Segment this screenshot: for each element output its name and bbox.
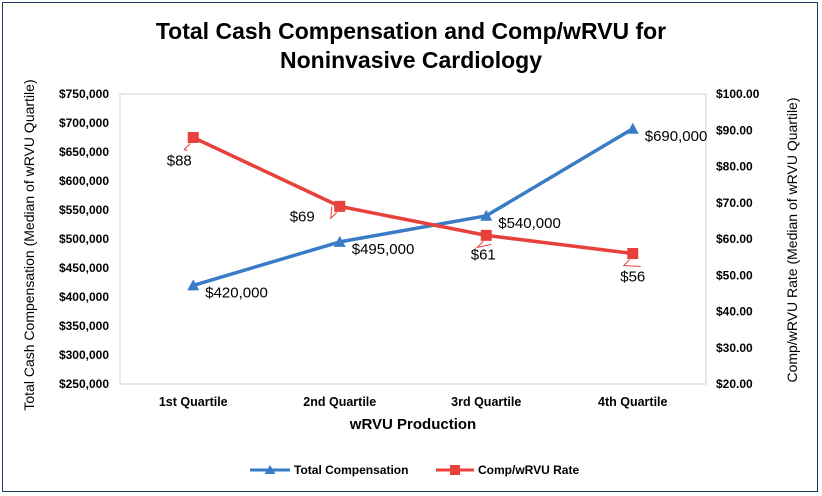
y-right-tick-label: $90.00	[716, 123, 753, 137]
y-left-tick-label: $700,000	[59, 116, 109, 130]
data-label-total-compensation: $540,000	[498, 215, 561, 232]
y-axis-left-title: Total Cash Compensation (Median of wRVU …	[21, 79, 37, 410]
x-category-label: 3rd Quartile	[451, 395, 521, 409]
legend-item-comp-wrvu-rate[interactable]: Comp/wRVU Rate	[436, 463, 579, 477]
data-point-total-compensation	[480, 209, 493, 221]
y-left-tick-label: $600,000	[59, 174, 109, 188]
x-category-label: 1st Quartile	[159, 395, 228, 409]
y-left-tick-label: $350,000	[59, 319, 109, 333]
data-label-total-compensation: $495,000	[352, 241, 415, 258]
data-point-total-compensation	[626, 122, 639, 134]
legend: Total Compensation Comp/wRVU Rate	[250, 463, 579, 477]
data-label-comp-wrvu-rate: $61	[471, 246, 496, 263]
y-left-tick-label: $400,000	[59, 290, 109, 304]
data-label-comp-wrvu-rate: $88	[167, 153, 192, 170]
x-axis-title: wRVU Production	[349, 416, 476, 433]
legend-item-total-compensation[interactable]: Total Compensation	[250, 463, 408, 477]
leader-line-comp-wrvu-rate	[330, 206, 338, 220]
data-label-comp-wrvu-rate: $69	[290, 208, 315, 225]
y-right-tick-label: $30.00	[716, 341, 753, 355]
legend-label-comp-wrvu-rate: Comp/wRVU Rate	[478, 463, 579, 477]
y-right-tick-label: $70.00	[716, 196, 753, 210]
data-point-comp-wrvu-rate	[187, 132, 199, 143]
plot-area-border	[119, 93, 707, 385]
data-point-total-compensation	[187, 279, 200, 291]
y-axis-right-title: Comp/wRVU Rate (Median of wRVU Quartile)	[784, 97, 800, 382]
y-right-tick-label: $50.00	[716, 268, 753, 282]
data-point-comp-wrvu-rate	[627, 248, 639, 259]
y-right-tick-label: $100.00	[716, 87, 760, 101]
axes-layer: $250,000 $300,000 $350,000 $400,000 $450,000…	[59, 87, 760, 409]
data-point-comp-wrvu-rate	[480, 229, 492, 241]
leader-line-comp-wrvu-rate	[475, 241, 492, 249]
x-category-label: 2nd Quartile	[303, 395, 376, 409]
y-right-tick-label: $20.00	[716, 377, 753, 391]
leader-line-comp-wrvu-rate	[183, 143, 191, 151]
y-left-tick-label: $250,000	[59, 377, 109, 391]
y-right-tick-label: $80.00	[716, 160, 753, 174]
data-label-total-compensation: $690,000	[645, 128, 708, 145]
y-left-tick-label: $550,000	[59, 203, 109, 217]
data-label-total-compensation: $420,000	[205, 284, 268, 301]
y-left-tick-label: $300,000	[59, 348, 109, 362]
x-category-label: 4th Quartile	[598, 395, 668, 409]
data-label-layer: $420,000 $495,000 $540,000 $690,000 $88 $69 $6…	[167, 128, 708, 302]
y-left-tick-label: $650,000	[59, 145, 109, 159]
legend-label-total-compensation: Total Compensation	[294, 463, 408, 477]
series-line-comp-wrvu-rate	[192, 135, 633, 256]
y-left-tick-label: $750,000	[59, 87, 109, 101]
leader-line-comp-wrvu-rate	[622, 259, 641, 267]
y-left-tick-label: $500,000	[59, 232, 109, 246]
data-point-comp-wrvu-rate	[334, 200, 346, 212]
y-right-tick-label: $40.00	[716, 305, 753, 319]
chart-title-line-1: Total Cash Compensation and Comp/wRVU fo…	[155, 18, 667, 44]
legend-square-marker-icon	[450, 465, 460, 475]
chart-title-line-2: Noninvasive Cardiology	[279, 47, 542, 73]
series-line-total-compensation	[192, 127, 634, 288]
data-point-total-compensation	[333, 235, 346, 247]
data-label-comp-wrvu-rate: $56	[620, 269, 645, 286]
legend-triangle-marker-icon	[264, 465, 276, 474]
y-right-tick-label: $60.00	[716, 232, 753, 246]
series-layer	[187, 122, 639, 291]
y-left-tick-label: $450,000	[59, 261, 109, 275]
